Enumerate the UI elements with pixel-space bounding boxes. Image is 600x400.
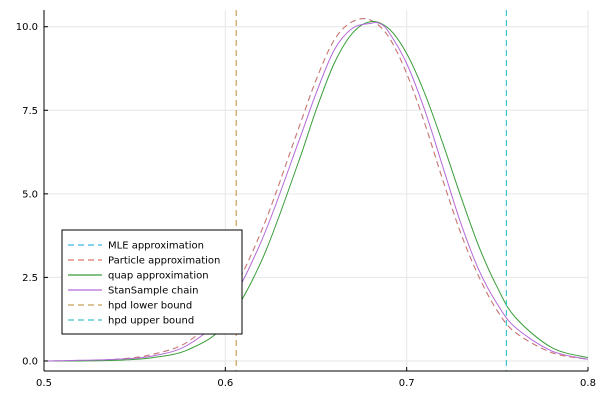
series-stansample-chain xyxy=(43,22,589,362)
series-particle-approximation xyxy=(43,18,589,362)
x-tick-label: 0.7 xyxy=(399,378,415,389)
y-tick-label: 10.0 xyxy=(16,22,38,33)
y-tick-label: 7.5 xyxy=(22,106,38,117)
legend-label-hpd-lower-bound: hpd lower bound xyxy=(108,301,192,312)
x-tick-label: 0.5 xyxy=(36,378,52,389)
legend-label-stansample-chain: StanSample chain xyxy=(108,286,199,297)
legend-box xyxy=(61,229,243,335)
axes: 0.5 0.6 0.7 0.8 0.0 2.5 5.0 7.5 10.0 xyxy=(16,10,596,389)
legend-label-particle-approximation: Particle approximation xyxy=(108,256,220,267)
y-tick-label: 2.5 xyxy=(22,273,38,284)
legend-label-mle-approximation: MLE approximation xyxy=(108,241,204,252)
series-quap-approximation xyxy=(43,21,589,362)
legend-label-quap-approximation: quap approximation xyxy=(108,271,209,282)
x-tick-label: 0.6 xyxy=(217,378,233,389)
legend-label-hpd-upper-bound: hpd upper bound xyxy=(108,316,194,327)
x-tick-label: 0.8 xyxy=(580,378,596,389)
y-tick-label: 5.0 xyxy=(22,189,38,200)
legend: MLE approximation Particle approximation q… xyxy=(61,229,243,335)
y-tick-label: 0.0 xyxy=(22,356,38,367)
